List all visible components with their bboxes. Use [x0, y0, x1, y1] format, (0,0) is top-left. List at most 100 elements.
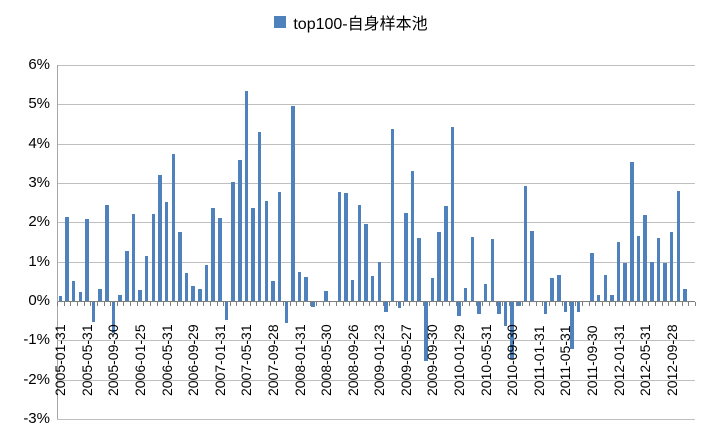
bar — [284, 302, 289, 323]
bar — [603, 275, 608, 301]
x-tick-mark — [635, 302, 637, 306]
x-tick-label: 2012-01-31 — [610, 324, 627, 396]
gridline — [57, 143, 695, 145]
x-tick-mark — [76, 302, 78, 306]
bar — [523, 186, 528, 301]
bar — [550, 278, 554, 301]
x-tick-label: 2012-09-28 — [663, 324, 680, 396]
x-tick-mark — [568, 302, 570, 306]
bar — [304, 276, 308, 301]
bar — [238, 160, 242, 301]
bar — [390, 129, 395, 301]
x-tick-mark — [229, 302, 231, 306]
x-tick-label: 2006-01-25 — [132, 324, 149, 396]
x-tick-mark — [449, 302, 451, 306]
x-tick-mark — [243, 302, 245, 306]
x-tick-mark — [475, 302, 477, 306]
x-tick-mark — [209, 302, 211, 306]
bar — [324, 291, 328, 301]
bar — [111, 302, 116, 334]
bar — [384, 302, 388, 313]
legend-swatch-icon — [274, 16, 287, 28]
x-tick-mark — [429, 302, 431, 306]
x-tick-label: 2007-09-28 — [264, 324, 281, 396]
x-tick-mark — [548, 302, 550, 306]
x-tick-mark — [442, 302, 444, 306]
x-tick-mark — [176, 302, 178, 306]
y-tick-label: 1% — [28, 252, 50, 270]
x-tick-mark — [469, 302, 471, 306]
y-tick-label: -2% — [23, 370, 50, 388]
x-tick-mark — [269, 302, 271, 306]
x-tick-mark — [575, 302, 577, 306]
y-tick-label: 0% — [28, 292, 50, 309]
x-tick-label: 2005-01-31 — [52, 324, 69, 396]
x-tick-label: 2010-05-31 — [477, 324, 494, 396]
x-tick-mark — [402, 302, 404, 306]
bar — [430, 278, 435, 301]
bar — [683, 289, 687, 301]
x-tick-mark — [183, 302, 185, 306]
x-tick-mark — [156, 302, 158, 306]
bar — [138, 290, 142, 301]
gridline — [57, 222, 695, 224]
x-tick-label: 2008-05-30 — [318, 324, 335, 396]
x-tick-mark — [435, 302, 437, 306]
bar — [277, 191, 282, 301]
gridline — [57, 183, 695, 184]
bar — [490, 239, 495, 301]
bar — [397, 302, 401, 308]
x-tick-mark — [515, 302, 517, 306]
bar — [218, 218, 222, 301]
bar — [517, 302, 521, 306]
x-tick-label: 2007-05-31 — [238, 324, 255, 396]
x-tick-mark — [688, 302, 690, 306]
bar — [656, 238, 661, 301]
bar — [204, 264, 209, 301]
legend-label: top100-自身样本池 — [293, 16, 428, 33]
x-tick-mark — [628, 302, 630, 306]
bar — [483, 284, 488, 301]
x-tick-label: 2010-09-30 — [504, 324, 521, 396]
bar — [596, 295, 601, 301]
bar — [503, 302, 508, 326]
x-tick-mark — [648, 302, 650, 306]
bar — [91, 302, 96, 322]
bar — [404, 213, 408, 301]
bar — [477, 302, 481, 315]
x-tick-mark — [203, 302, 205, 306]
bar — [158, 175, 162, 301]
bar — [576, 302, 581, 312]
x-tick-mark — [389, 302, 391, 306]
x-tick-mark — [63, 302, 65, 306]
x-tick-mark — [263, 302, 265, 306]
bar — [184, 272, 189, 301]
x-tick-mark — [695, 302, 696, 306]
bar — [271, 281, 275, 301]
bar — [457, 302, 461, 317]
x-tick-mark — [582, 302, 584, 306]
x-tick-mark — [342, 302, 344, 306]
x-tick-label: 2009-05-27 — [397, 324, 414, 396]
bar — [344, 193, 348, 301]
bar — [58, 295, 63, 301]
y-tick-label: -1% — [23, 331, 50, 349]
x-tick-mark — [130, 302, 132, 306]
bar — [590, 253, 594, 301]
x-tick-mark — [90, 302, 92, 306]
x-tick-mark — [136, 302, 138, 306]
bar — [424, 302, 428, 361]
x-tick-mark — [409, 302, 411, 306]
x-tick-mark — [289, 302, 291, 306]
y-tick-label: 4% — [28, 134, 50, 152]
bar — [530, 230, 534, 301]
bar — [65, 216, 69, 301]
x-tick-mark — [562, 302, 564, 306]
x-tick-mark — [123, 302, 125, 306]
x-tick-mark — [641, 302, 643, 306]
bar — [357, 205, 362, 301]
x-tick-mark — [329, 302, 331, 306]
bar — [570, 302, 574, 350]
bar — [444, 205, 448, 301]
